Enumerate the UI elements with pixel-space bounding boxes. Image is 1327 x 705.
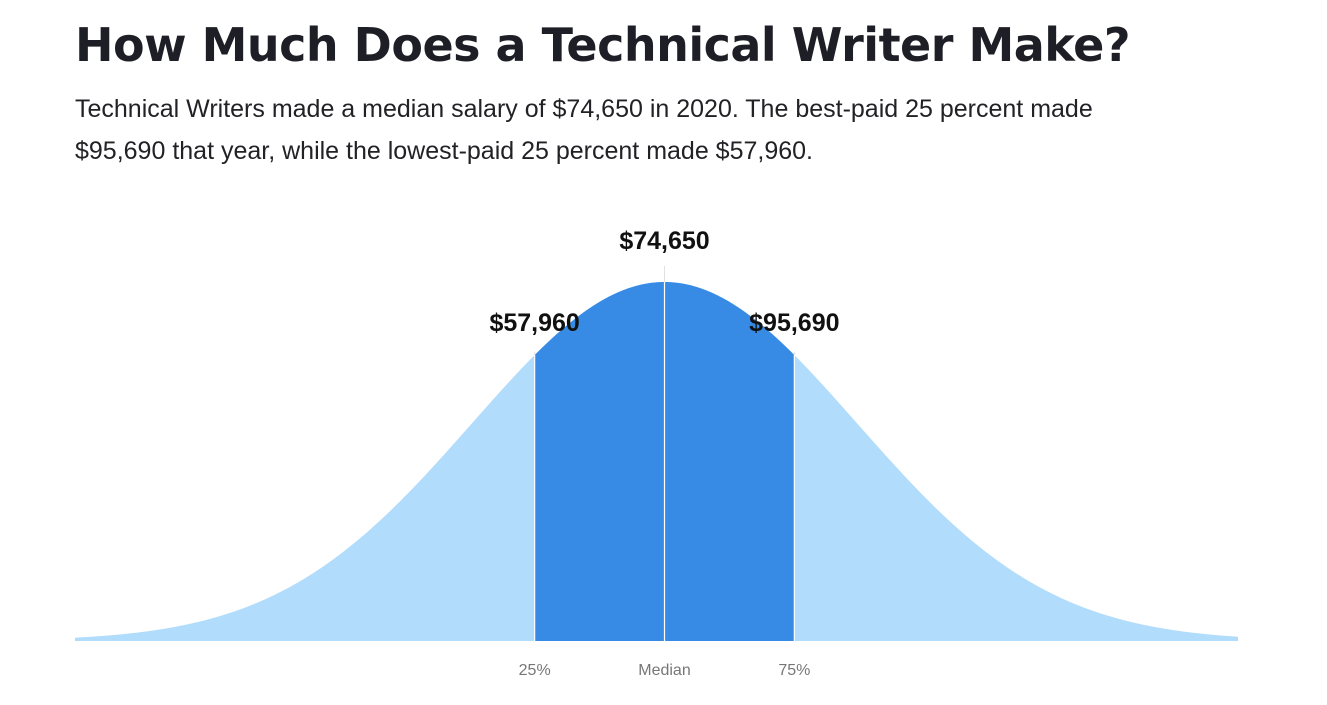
value-label-p50: $74,650 <box>619 227 709 255</box>
salary-description: Technical Writers made a median salary o… <box>75 95 1093 165</box>
value-label-p75: $95,690 <box>749 309 839 337</box>
tick-label-p75: 75% <box>778 662 810 679</box>
page-title: How Much Does a Technical Writer Make? <box>75 18 1131 72</box>
value-label-p25: $57,960 <box>489 309 579 337</box>
tick-label-p50: Median <box>638 662 690 679</box>
tick-label-p25: 25% <box>519 662 551 679</box>
